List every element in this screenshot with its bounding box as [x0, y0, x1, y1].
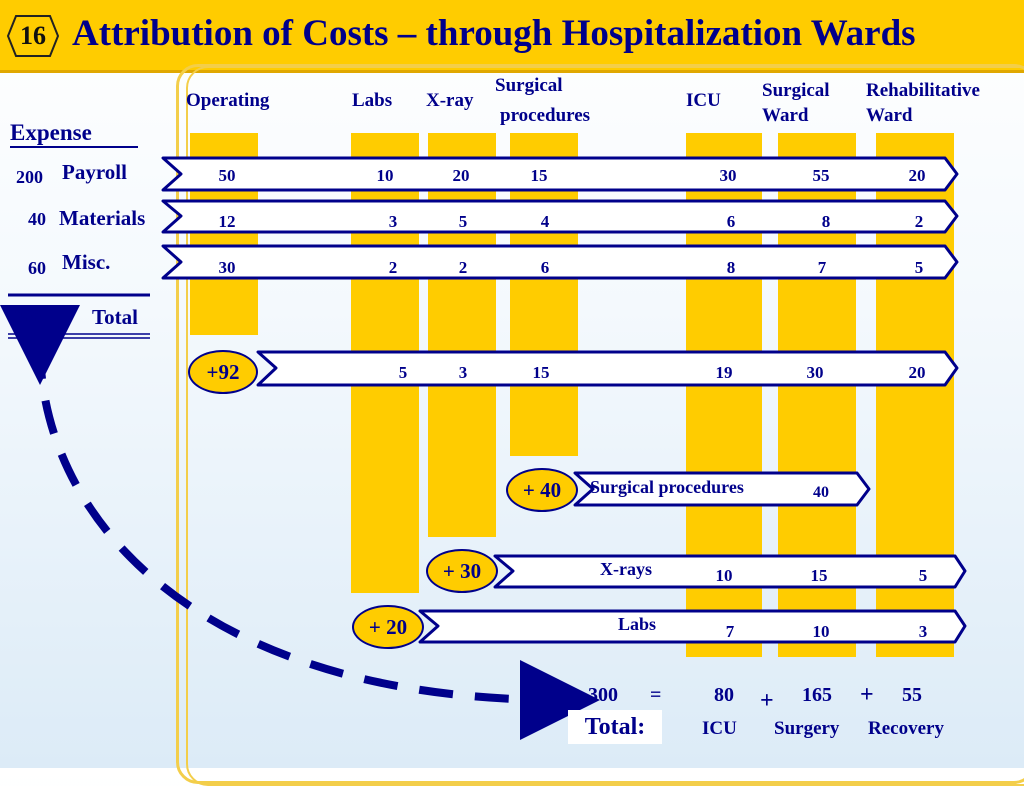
summary-plus-1: +: [760, 688, 774, 714]
materials-rehab-ward: 2: [914, 212, 924, 231]
materials-operating: 12: [218, 212, 236, 231]
alloc-labs-label: Labs: [618, 614, 657, 634]
materials-surgical-procedures: 4: [540, 212, 550, 231]
misc-surgical-procedures: 6: [540, 258, 550, 277]
slide-number: 16: [20, 21, 46, 50]
alloc-labs-icu: 7: [725, 622, 735, 641]
expense-total-label: Total: [92, 305, 138, 329]
column-header-labs: Labs: [352, 90, 393, 111]
alloc-operating-surgical-procedures: 15: [532, 363, 550, 382]
summary-surgery-label: Surgery: [774, 718, 840, 739]
summary-surgery-value: 165: [802, 684, 832, 706]
alloc-operating-rehab-ward: 20: [908, 363, 926, 382]
column-header-operating: Operating: [186, 90, 270, 111]
materials-xray: 5: [458, 212, 468, 231]
payroll-surgical-procedures: 15: [530, 166, 548, 185]
payroll-operating: 50: [218, 166, 236, 185]
slide-number-hexagon: [6, 15, 60, 57]
summary-icu-value: 80: [714, 684, 734, 706]
payroll-xray: 20: [452, 166, 470, 185]
misc-rehab-ward: 5: [914, 258, 924, 277]
expense-total-amount: 300: [14, 306, 41, 326]
misc-surgical-ward: 7: [817, 258, 827, 277]
summary-icu-label: ICU: [702, 718, 737, 739]
column-header-rehab-ward-1: Rehabilitative: [866, 80, 980, 101]
payroll-surgical-ward: 55: [812, 166, 830, 185]
column-header-surgical-ward-1: Surgical: [762, 80, 830, 101]
arrows-layer: [0, 156, 967, 740]
alloc-xrays-label: X-rays: [600, 559, 652, 579]
badge-surgical-allocation: + 40: [506, 468, 578, 512]
alloc-operating-xray: 3: [458, 363, 468, 382]
column-header-icu: ICU: [686, 90, 721, 111]
alloc-operating-labs: 5: [398, 363, 408, 382]
payroll-labs: 10: [376, 166, 394, 185]
arrow-misc: [161, 244, 959, 280]
arrow-operating-allocation: [256, 350, 959, 387]
column-header-surgical-procedures-2: procedures: [500, 105, 591, 126]
expense-heading: Expense: [10, 120, 138, 148]
slide-title: Attribution of Costs – through Hospitali…: [72, 13, 916, 54]
payroll-icu: 30: [719, 166, 737, 185]
alloc-operating-surgical-ward: 30: [806, 363, 824, 382]
badge-labs-allocation: + 20: [352, 605, 424, 649]
title-bar: [0, 0, 1024, 73]
misc-labs: 2: [388, 258, 398, 277]
alloc-surgical-label: Surgical procedures: [590, 477, 744, 497]
summary-equals: =: [650, 684, 662, 706]
column-header-surgical-ward-2: Ward: [762, 105, 809, 126]
materials-labs: 3: [388, 212, 398, 231]
expense-amount-payroll: 200: [16, 167, 43, 187]
misc-icu: 8: [726, 258, 736, 277]
arrow-labs-allocation: [418, 609, 967, 644]
summary-recovery-label: Recovery: [868, 718, 944, 739]
alloc-xrays-icu: 10: [715, 566, 733, 585]
alloc-labs-rehab-ward: 3: [918, 622, 928, 641]
materials-icu: 6: [726, 212, 736, 231]
summary-recovery-value: 55: [902, 684, 922, 706]
alloc-xrays-rehab-ward: 5: [918, 566, 928, 585]
alloc-surgical-surgical-ward: 40: [813, 484, 829, 501]
expense-amount-materials: 40: [28, 209, 46, 229]
summary-total-value: 300: [588, 684, 618, 706]
expense-label-materials: Materials: [59, 206, 146, 230]
alloc-xrays-surgical-ward: 15: [810, 566, 828, 585]
badge-xray-allocation: + 30: [426, 549, 498, 593]
alloc-operating-icu: 19: [715, 363, 733, 382]
expense-label-misc: Misc.: [62, 250, 111, 274]
misc-operating: 30: [218, 258, 236, 277]
dashed-curve-arrow: [0, 304, 600, 740]
column-header-xray: X-ray: [426, 90, 474, 111]
summary-plus-2: +: [860, 682, 874, 708]
misc-xray: 2: [458, 258, 468, 277]
summary-total-label: Total:: [568, 710, 662, 744]
column-header-surgical-procedures-1: Surgical: [495, 75, 563, 96]
expense-label-payroll: Payroll: [62, 160, 127, 184]
materials-surgical-ward: 8: [821, 212, 831, 231]
expense-amount-misc: 60: [28, 258, 46, 278]
payroll-rehab-ward: 20: [908, 166, 926, 185]
alloc-labs-surgical-ward: 10: [812, 622, 830, 641]
column-header-rehab-ward-2: Ward: [866, 105, 913, 126]
badge-operating-allocation: +92: [188, 350, 258, 394]
arrow-payroll: [161, 156, 959, 192]
arrow-materials: [161, 199, 959, 234]
